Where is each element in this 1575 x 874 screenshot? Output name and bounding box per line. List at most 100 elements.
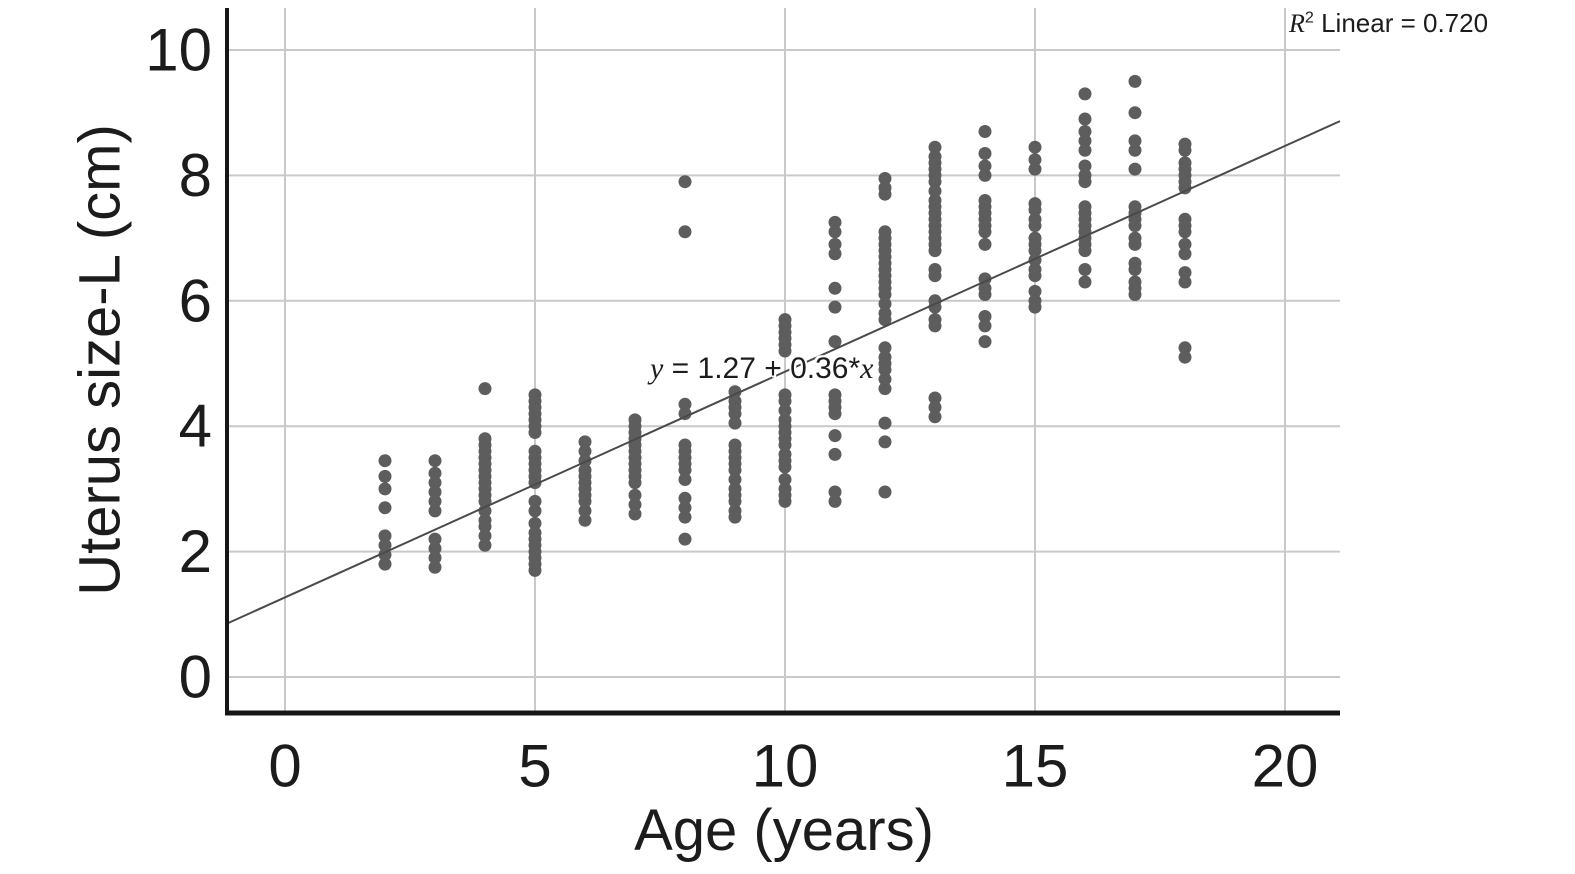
data-point [828,247,842,261]
data-point [1028,244,1042,258]
data-point [978,237,992,251]
data-point [478,538,492,552]
data-point [428,551,442,565]
data-point [628,498,642,512]
data-point [378,454,392,468]
data-point [578,504,592,518]
data-point [878,372,892,386]
data-point [928,391,942,405]
data-point [378,501,392,515]
data-point [528,494,542,508]
data-point [778,344,792,358]
data-point [978,159,992,173]
r-squared-annotation: R2 Linear = 0.720 [1289,8,1488,39]
data-point [1028,219,1042,233]
data-point [428,504,442,518]
data-point [928,400,942,414]
data-point [578,435,592,449]
data-point [778,460,792,474]
data-point [528,426,542,439]
data-point [428,476,442,490]
data-point [728,407,742,421]
data-point [1178,350,1192,364]
data-point [678,501,692,515]
data-point [1078,112,1092,126]
data-point [678,397,692,411]
r-squared-exponent: 2 [1304,8,1314,27]
data-point [1128,74,1142,88]
equation-y-variable: y [650,352,664,385]
data-point [1178,143,1192,157]
data-point [1028,162,1042,176]
data-point [428,542,442,555]
data-point [828,300,842,314]
y-tick-label: 0 [179,644,212,711]
data-point [628,488,642,502]
data-point [828,335,842,349]
data-point [978,310,992,323]
data-point [678,491,692,505]
data-point [1078,125,1092,138]
data-point [378,469,392,483]
y-tick-label: 2 [179,518,212,585]
data-point [678,407,692,421]
data-point [978,335,992,349]
data-point [528,504,542,518]
data-point [1028,269,1042,283]
data-point [928,244,942,258]
data-point [1128,219,1142,233]
data-point [1128,143,1142,157]
data-point [1078,263,1092,276]
data-point [428,466,442,480]
data-point [478,520,492,533]
data-point [928,184,942,198]
data-point [828,494,842,508]
data-point [928,319,942,333]
data-point [978,225,992,239]
data-point [578,444,592,458]
scatter-points [378,74,1192,577]
data-point [878,187,892,201]
tick-labels: 0 2 4 6 8 10 0 5 10 15 20 [145,17,1318,800]
data-point [828,225,842,239]
equation-x-variable: x [860,352,874,385]
y-tick-label: 8 [179,142,212,209]
data-point [1028,153,1042,167]
x-axis-title: Age (years) [634,798,934,863]
data-point [978,288,992,301]
data-point [878,288,892,301]
data-point [1028,284,1042,298]
data-point [928,269,942,283]
data-point [678,510,692,524]
y-axis-title: Uterus size-L (cm) [67,124,133,596]
data-point [878,313,892,327]
data-point [1178,225,1192,239]
equation-body: = 1.27 + 0.36* [663,352,861,385]
data-point [978,319,992,333]
data-point [378,538,392,552]
x-tick-label: 0 [268,733,301,800]
data-point [878,363,892,377]
data-point [428,454,442,468]
data-point [828,447,842,461]
gridlines [228,8,1340,713]
data-point [728,473,742,486]
regression-line [227,120,1341,625]
data-point [928,140,942,154]
data-point [578,494,592,508]
data-point [678,473,692,486]
y-tick-label: 6 [179,267,212,334]
data-point [928,175,942,189]
data-point [1128,106,1142,120]
data-point [978,125,992,138]
data-point [1178,247,1192,261]
data-point [828,429,842,443]
regression-equation-label: y = 1.27 + 0.36*x [650,352,874,386]
data-point [828,407,842,421]
y-tick-label: 10 [145,17,212,84]
data-point [678,532,692,546]
data-point [1028,203,1042,217]
data-point [1128,288,1142,301]
data-point [878,297,892,311]
data-point [728,463,742,477]
